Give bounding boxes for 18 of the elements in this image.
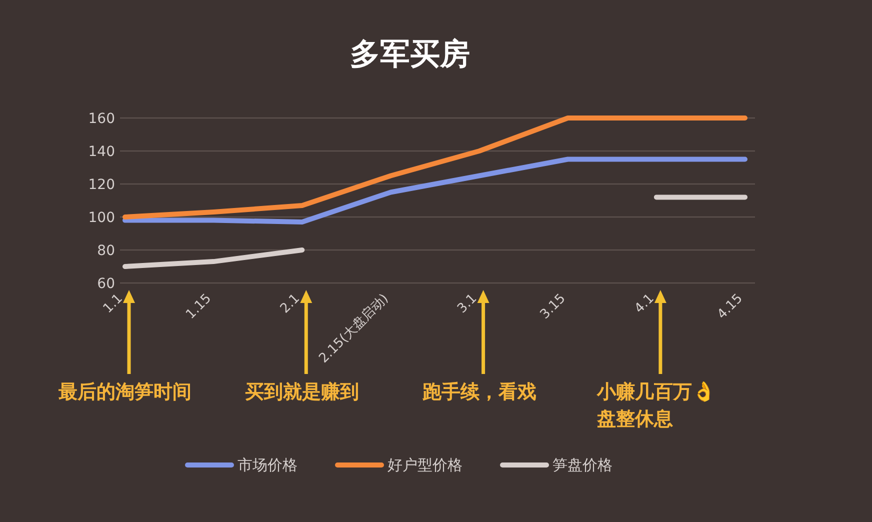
y-tick: 80 [97,243,115,259]
y-tick: 160 [88,111,115,127]
annotation: 最后的淘笋时间 [58,381,192,403]
legend-label: 笋盘价格 [552,456,612,474]
y-tick: 60 [97,276,115,292]
annotation: 小赚几百万👌 盘整休息 [596,381,716,430]
legend-label: 市场价格 [238,456,298,474]
annotation: 买到就是赚到 [245,381,360,403]
y-tick: 120 [88,177,115,193]
x-tick: 4.1 [632,291,658,316]
y-tick: 100 [88,210,115,226]
annotation: 跑手续，看戏 [422,381,536,403]
title: 多军买房 [350,37,470,72]
x-tick: 3.1 [454,291,480,316]
legend-label: 好户型价格 [388,456,462,474]
x-tick: 2.1 [278,291,303,316]
x-tick: 1.1 [100,291,126,316]
y-tick: 140 [88,144,115,160]
